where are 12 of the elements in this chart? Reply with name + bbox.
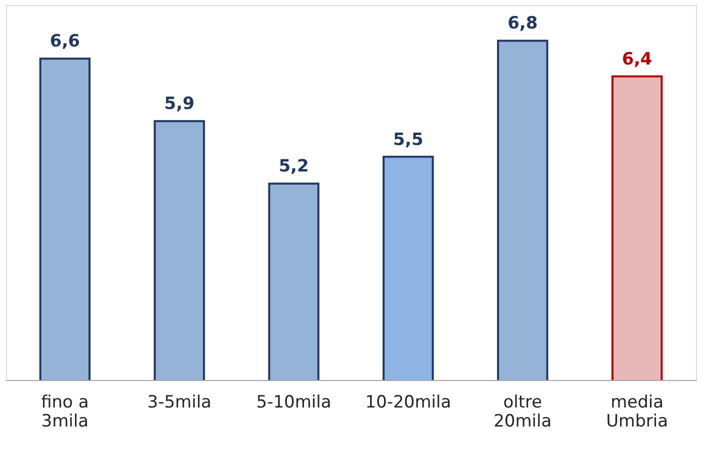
x-tick-label: 3-5mila [147, 392, 212, 412]
x-tick-label: media Umbria [606, 392, 668, 432]
x-tick-label: oltre 20mila [494, 392, 552, 432]
data-label: 5,2 [278, 156, 309, 177]
data-label: 5,9 [164, 94, 194, 114]
data-label: 6,8 [508, 14, 538, 34]
data-label: 6,6 [50, 32, 80, 52]
x-tick-label: fino a 3mila [41, 392, 89, 432]
x-tick-label: 10-20mila [365, 392, 452, 412]
data-label: 5,5 [393, 130, 424, 150]
data-label: 6,4 [622, 49, 652, 70]
x-tick-label: 5-10mila [256, 392, 332, 412]
